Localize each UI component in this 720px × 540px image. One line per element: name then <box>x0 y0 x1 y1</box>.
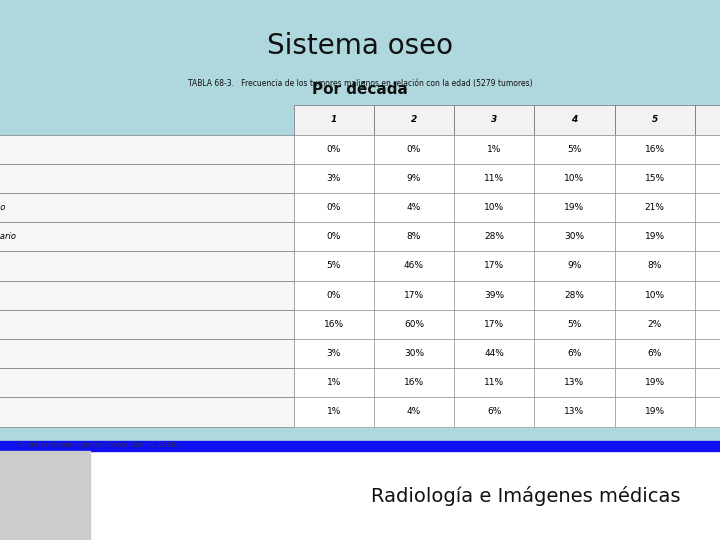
Text: Por década: Por década <box>312 82 408 97</box>
Text: Sintetizado con autorización de Dahlin, 1996.: Sintetizado con autorización de Dahlin, … <box>18 441 178 448</box>
Bar <box>0 451 90 540</box>
Bar <box>0 446 720 540</box>
Bar <box>0 441 720 451</box>
Text: Sistema oseo: Sistema oseo <box>267 32 453 60</box>
Bar <box>0 0 720 446</box>
Text: TABLA 68-3.   Frecuencia de los tumores malignos en relación con la edad (5279 t: TABLA 68-3. Frecuencia de los tumores ma… <box>188 78 532 87</box>
Text: Radiología e Imágenes médicas: Radiología e Imágenes médicas <box>371 485 680 506</box>
